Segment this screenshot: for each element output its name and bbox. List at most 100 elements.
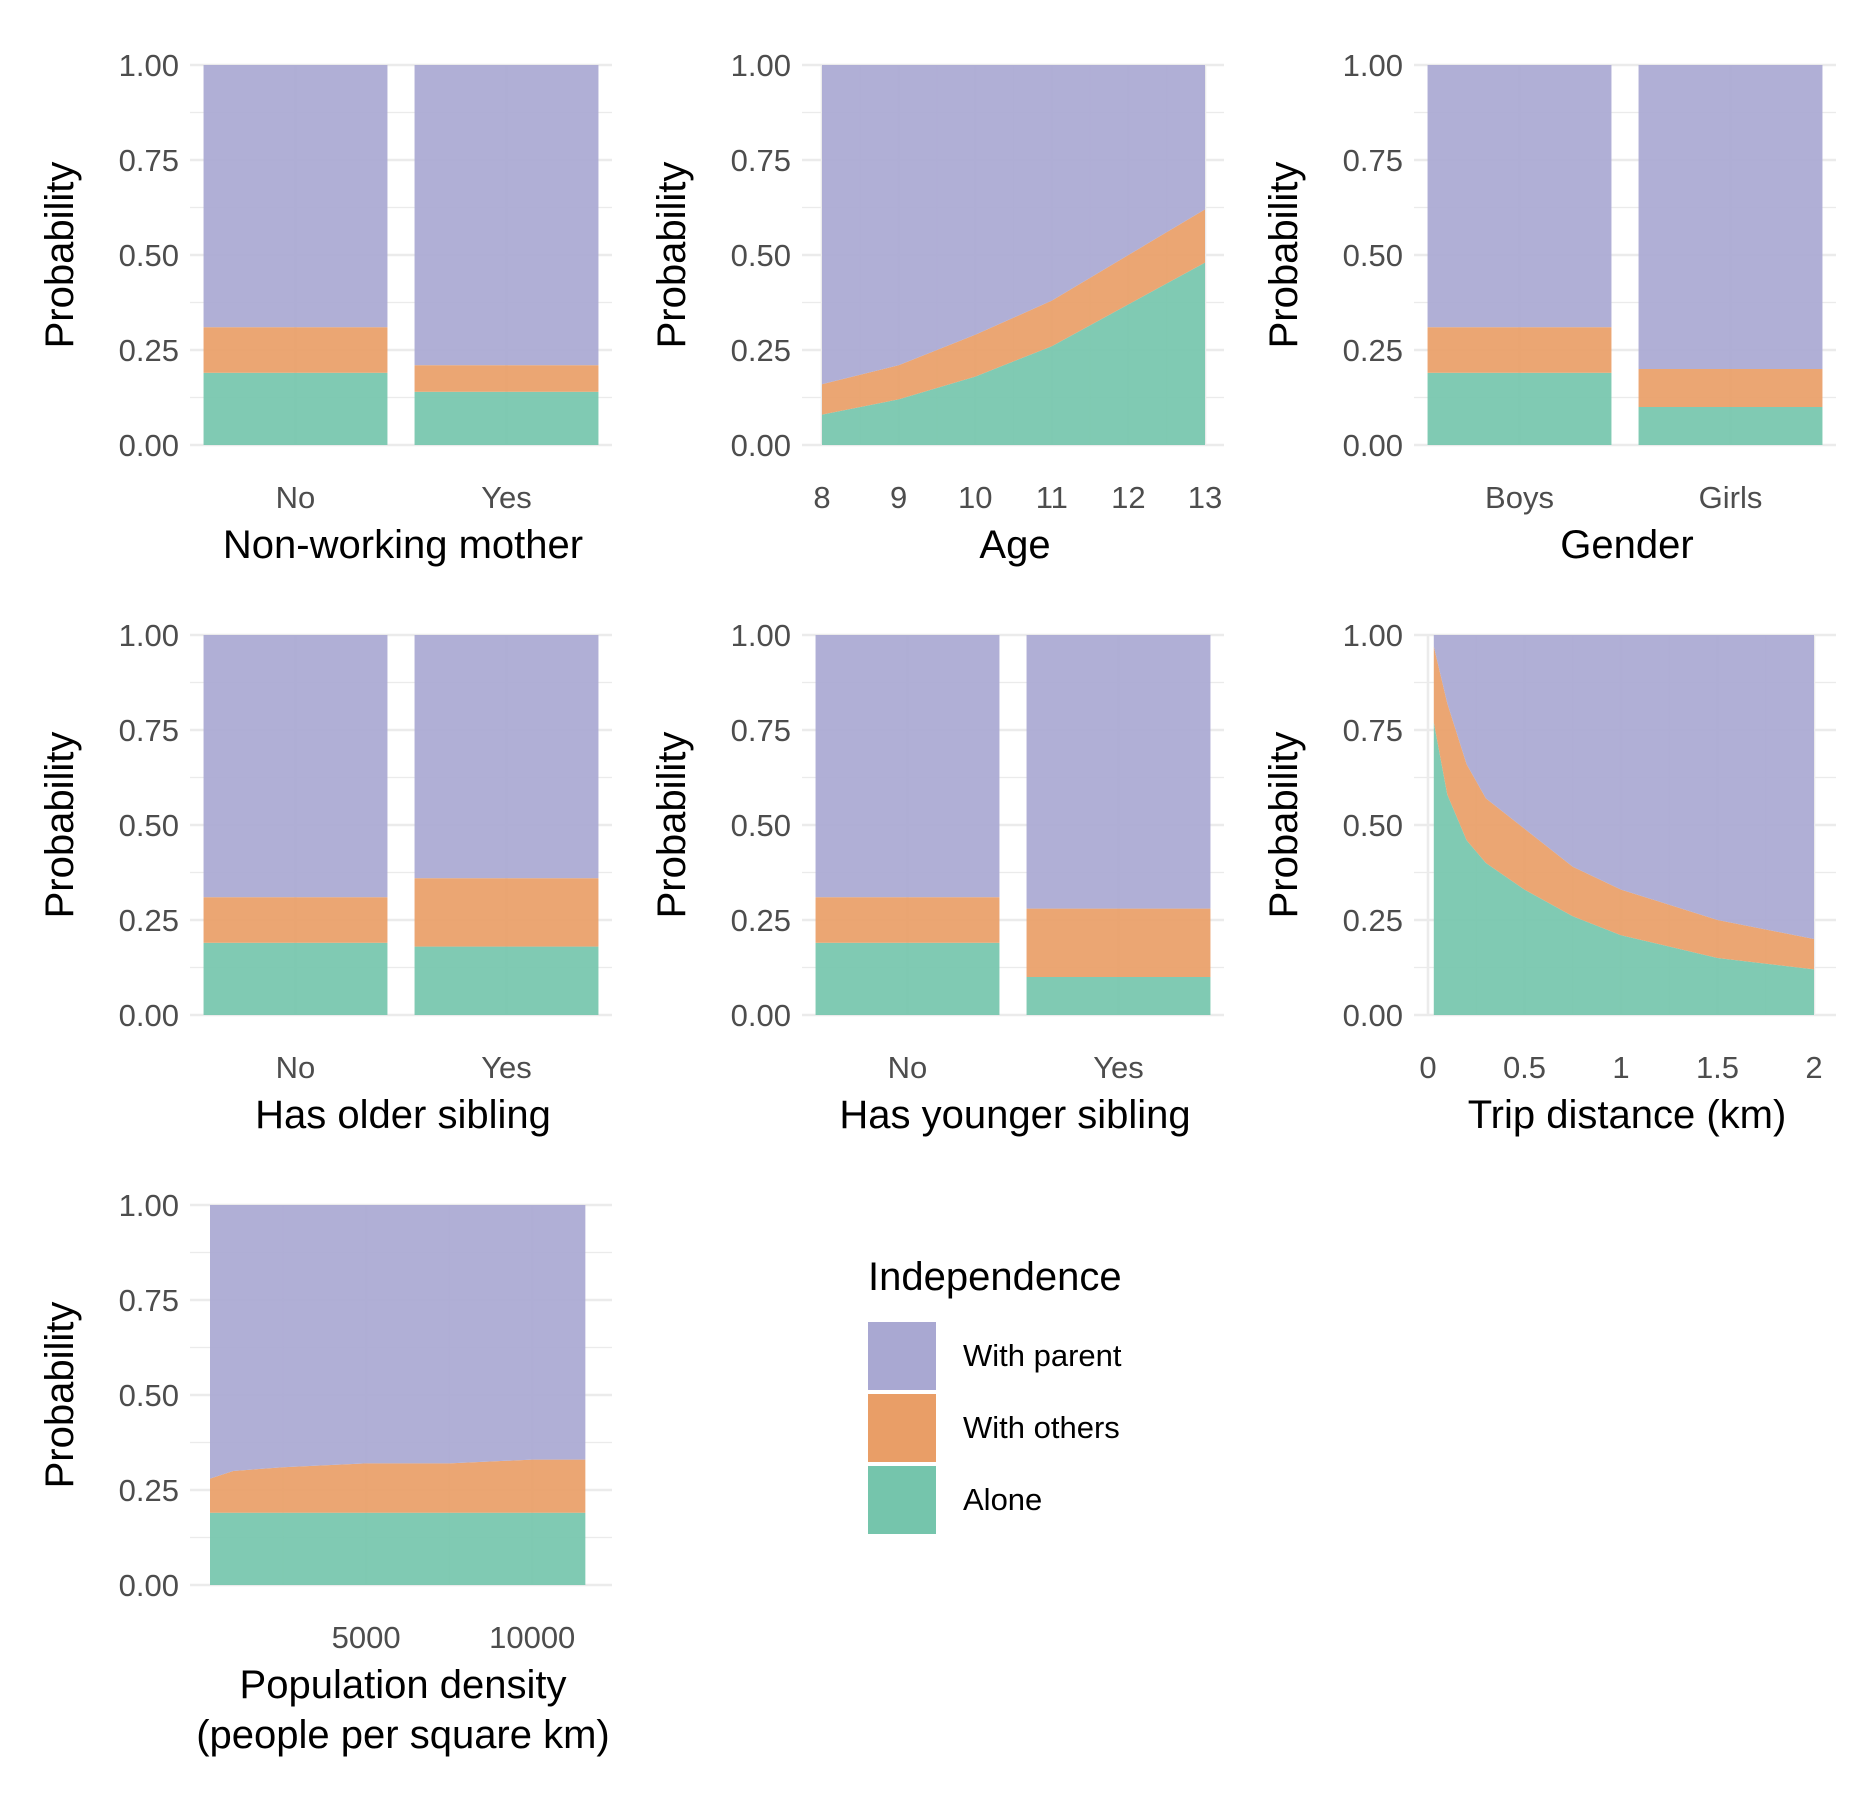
bar-yes-alone [414,391,599,445]
y-tick-label: 0.75 [731,143,791,178]
x-axis-title: Non-working mother [223,523,583,567]
x-axis-title: Has younger sibling [839,1093,1190,1137]
area-alone [210,1512,586,1585]
x-tick-label: 10000 [489,1620,575,1655]
x-axis-title: Gender [1560,523,1693,567]
legend-label-with-parent: With parent [963,1338,1122,1373]
x-tick-label: No [276,1050,316,1085]
x-tick-label: 5000 [332,1620,401,1655]
y-tick-label: 0.50 [119,238,179,273]
y-tick-label: 0.25 [119,333,179,368]
panel-4: 0.00 0.25 0.50 0.75 1.00 Probability No Yes Has … [38,618,612,1137]
bar-no-alone [815,942,1000,1015]
y-tick-label: 0.50 [119,1378,179,1413]
y-axis-title: Probability [38,162,82,349]
panel-1: 0.00 0.25 0.50 0.75 1.00 Probability No Yes Non-… [38,48,612,567]
y-tick-label: 0.75 [1343,143,1403,178]
y-tick-label: 0.25 [119,1473,179,1508]
legend-swatch-with-others [868,1394,936,1462]
panel-6: 0.00 0.25 0.50 0.75 1.00 Probability 0 0.5 1 1.5 2… [1262,618,1836,1137]
x-tick-label: Yes [1093,1050,1144,1085]
bar-boys-with-parent [1427,65,1612,328]
area-alone [1433,722,1814,1015]
x-tick-label: 0 [1419,1050,1436,1085]
y-tick-label: 0.50 [731,238,791,273]
y-tick-label: 1.00 [731,48,791,83]
x-axis-title: Population density [240,1663,567,1707]
y-tick-label: 0.25 [731,333,791,368]
panel-3: 0.00 0.25 0.50 0.75 1.00 Probability Boys Girls… [1262,48,1836,567]
y-axis-title: Probability [650,732,694,919]
panel-7: 0.00 0.25 0.50 0.75 1.00 Probability 5000 10000… [38,1188,612,1757]
y-tick-label: 1.00 [119,1188,179,1223]
y-tick-label: 0.50 [1343,238,1403,273]
x-tick-label: 1.5 [1696,1050,1739,1085]
x-tick-label: 10 [958,480,992,515]
x-axis-title: Has older sibling [255,1093,551,1137]
bar-yes-with-parent [414,635,599,879]
area-with-others [210,1459,586,1513]
y-tick-label: 1.00 [731,618,791,653]
y-tick-label: 0.00 [119,1568,179,1603]
y-tick-label: 0.75 [119,143,179,178]
x-tick-label: 8 [813,480,830,515]
bar-no-with-parent [203,635,388,898]
x-tick-label: 13 [1188,480,1222,515]
y-tick-label: 1.00 [119,48,179,83]
y-axis-title: Probability [38,732,82,919]
bar-no-with-others [815,897,1000,943]
y-tick-label: 0.75 [731,713,791,748]
legend: Independence With parent With others Alo… [868,1255,1122,1534]
x-tick-label: 1 [1612,1050,1629,1085]
x-tick-label: 12 [1111,480,1145,515]
bar-yes-with-others [414,878,599,947]
y-tick-label: 1.00 [1343,48,1403,83]
x-tick-label: No [888,1050,928,1085]
legend-title: Independence [868,1255,1122,1299]
bar-no-alone [203,372,388,445]
y-tick-label: 0.00 [1343,428,1403,463]
bar-girls-alone [1638,407,1823,445]
x-tick-label: Yes [481,480,532,515]
bar-yes-with-parent [1026,635,1211,909]
x-axis-title: Age [979,523,1050,567]
y-tick-label: 0.25 [731,903,791,938]
bar-no-with-others [203,327,388,373]
y-tick-label: 0.00 [1343,998,1403,1033]
x-axis-title-line2: (people per square km) [196,1713,610,1757]
y-axis-title: Probability [1262,732,1306,919]
area-with-parent [822,65,1205,385]
y-axis-title: Probability [1262,162,1306,349]
legend-swatch-alone [868,1466,936,1534]
y-tick-label: 0.00 [119,428,179,463]
bar-no-with-parent [203,65,388,328]
y-tick-label: 0.25 [1343,903,1403,938]
x-tick-label: Yes [481,1050,532,1085]
bar-yes-alone [1026,977,1211,1015]
y-tick-label: 0.75 [119,1283,179,1318]
x-tick-label: 9 [890,480,907,515]
y-tick-label: 0.00 [119,998,179,1033]
x-tick-label: Boys [1485,480,1554,515]
panel-5: 0.00 0.25 0.50 0.75 1.00 Probability No Yes Has … [650,618,1224,1137]
x-tick-label: 2 [1805,1050,1822,1085]
area-alone [822,262,1205,445]
legend-swatch-with-parent [868,1322,936,1390]
y-tick-label: 0.25 [1343,333,1403,368]
bar-girls-with-parent [1638,65,1823,369]
y-tick-label: 0.50 [119,808,179,843]
y-axis-title: Probability [38,1302,82,1489]
y-tick-label: 0.75 [1343,713,1403,748]
panel-2: 0.00 0.25 0.50 0.75 1.00 Probability 8 9 10 11 12 1… [650,48,1224,567]
area-with-others [1433,646,1814,970]
bar-boys-alone [1427,372,1612,445]
y-tick-label: 1.00 [119,618,179,653]
bar-no-with-others [203,897,388,943]
bar-yes-alone [414,946,599,1015]
area-with-others [822,209,1205,415]
x-tick-label: 0.5 [1503,1050,1546,1085]
legend-label-alone: Alone [963,1482,1042,1517]
y-tick-label: 0.25 [119,903,179,938]
bar-boys-with-others [1427,327,1612,373]
